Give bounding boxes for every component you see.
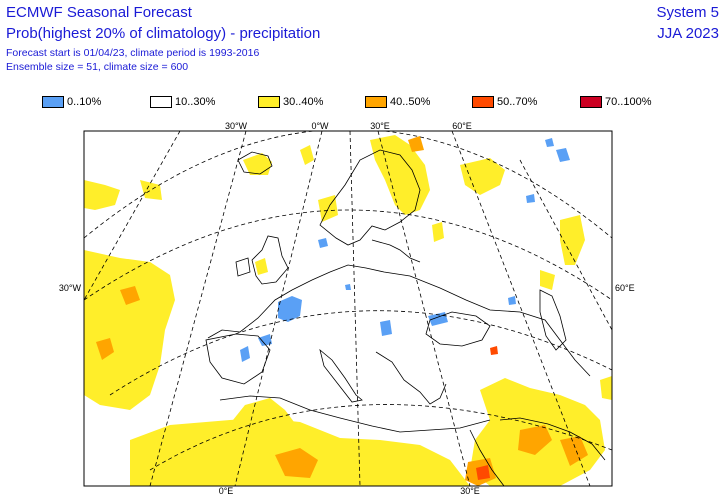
legend-item-30-40: 30..40%	[258, 95, 323, 109]
legend-swatch	[365, 96, 387, 108]
legend-label: 10..30%	[175, 96, 216, 108]
map-frame	[83, 130, 613, 487]
north-africa-coast	[219, 395, 491, 433]
meridian-line	[349, 131, 361, 486]
legend-item-40-50: 40..50%	[365, 95, 430, 109]
meridian-line	[451, 131, 591, 486]
legend-label: 70..100%	[605, 96, 652, 108]
baltic-coast	[371, 239, 421, 263]
forecast-map: 30°W 0°W 30°E 60°E 30°W 60°E 0°E 30°E	[59, 121, 635, 496]
meridian-line	[377, 131, 471, 486]
ireland-coast	[235, 257, 251, 277]
tick-label-top-30e: 30°E	[370, 121, 390, 131]
meridian-line	[519, 159, 612, 331]
prob-50-70-areas	[476, 346, 498, 480]
legend-swatch	[258, 96, 280, 108]
legend-swatch	[472, 96, 494, 108]
balkans-coast	[375, 351, 447, 405]
legend-swatch	[580, 96, 602, 108]
legend-swatch	[42, 96, 64, 108]
arabia-coast	[499, 417, 606, 461]
tick-label-top-30w: 30°W	[225, 121, 248, 131]
tick-label-bottom-30e: 30°E	[460, 486, 480, 496]
parallel-line	[149, 404, 612, 471]
red-sea-coast	[469, 429, 505, 486]
meridian-line	[234, 131, 323, 486]
legend-label: 40..50%	[390, 96, 431, 108]
parallel-line	[84, 131, 612, 239]
caspian-coast	[539, 289, 567, 351]
legend-item-70-100: 70..100%	[580, 95, 651, 109]
legend-label: 0..10%	[67, 96, 102, 108]
italy-coast	[319, 348, 363, 403]
graticule	[84, 131, 612, 486]
season-label: JJA 2023	[657, 25, 719, 42]
iceland-coast	[237, 151, 273, 175]
map-subtitle: Prob(highest 20% of climatology) - preci…	[6, 25, 321, 42]
meridian-line	[149, 131, 247, 486]
meridian-line	[84, 131, 181, 301]
map-title: ECMWF Seasonal Forecast	[6, 4, 192, 21]
probability-legend: 0..10% 10..30% 30..40% 40..50% 50..70% 7…	[0, 95, 725, 111]
legend-label: 30..40%	[283, 96, 324, 108]
parallel-line	[109, 310, 612, 396]
legend-item-50-70: 50..70%	[472, 95, 537, 109]
prob-0-10-areas	[240, 138, 570, 362]
iberia-coast	[205, 333, 271, 385]
legend-swatch	[150, 96, 172, 108]
ensemble-info: Ensemble size = 51, climate size = 600	[6, 61, 189, 73]
tick-label-top-60e: 60°E	[452, 121, 472, 131]
scandinavia-coast	[319, 149, 421, 246]
tick-label-left-30w: 30°W	[59, 283, 82, 293]
forecast-info: Forecast start is 01/04/23, climate peri…	[6, 47, 260, 59]
europe-coast	[207, 264, 591, 377]
tick-label-right-60e: 60°E	[615, 283, 635, 293]
legend-item-10-30: 10..30%	[150, 95, 215, 109]
legend-item-0-10: 0..10%	[42, 95, 101, 109]
prob-40-50-areas	[96, 136, 588, 486]
system-label: System 5	[656, 4, 719, 21]
tick-label-bottom-0e: 0°E	[219, 486, 234, 496]
probability-fields	[84, 135, 612, 486]
black-sea-coast	[425, 311, 491, 347]
british-isles-coast	[251, 235, 289, 285]
parallel-line	[84, 209, 612, 301]
tick-label-top-0w: 0°W	[311, 121, 329, 131]
legend-label: 50..70%	[497, 96, 538, 108]
coastlines	[205, 149, 606, 486]
